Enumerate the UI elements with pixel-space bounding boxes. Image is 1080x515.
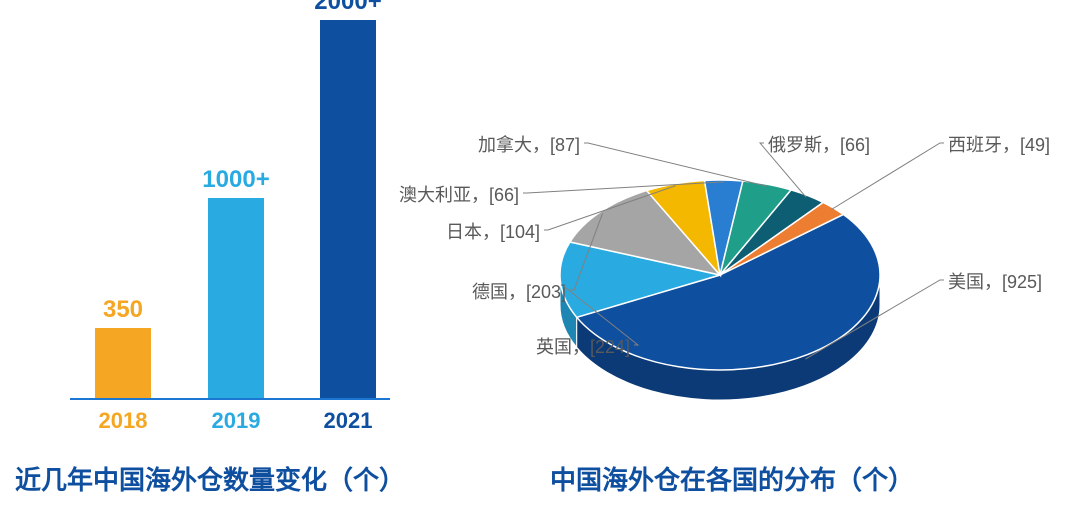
pie-slice-label: 日本，[104] [446,218,540,244]
pie-slice-label: 英国，[224] [536,333,630,359]
bar-chart-title: 近几年中国海外仓数量变化（个） [15,460,405,497]
bar-chart: 35020181000+20192000+2021 [40,10,440,470]
pie-slice-label: 德国，[203] [472,278,566,304]
bar-2021 [320,20,376,398]
bar-value-label: 350 [53,296,193,324]
pie-slice-label: 俄罗斯，[66] [768,131,870,157]
bar-chart-baseline [70,398,390,400]
pie-slice-label: 澳大利亚，[66] [399,181,519,207]
bar-2019 [208,198,264,398]
pie-slice-label: 西班牙，[49] [948,131,1050,157]
pie-chart [555,130,885,460]
bar-2018 [95,328,151,398]
page: 350 2018 1000+ 2019 2000+ 2021 近几年中国海外仓数量变化（个… [0,0,1080,515]
pie-slice-label: 加拿大，[87] [478,131,580,157]
pie-slice-label: 美国，[925] [948,268,1042,294]
bar-year-label: 2021 [298,408,398,434]
bar-value-label: 2000+ [278,0,418,16]
bar-value-label: 1000+ [166,166,306,194]
pie-chart-title: 中国海外仓在各国的分布（个） [550,460,914,497]
bar-year-label: 2019 [186,408,286,434]
bar-year-label: 2018 [73,408,173,434]
